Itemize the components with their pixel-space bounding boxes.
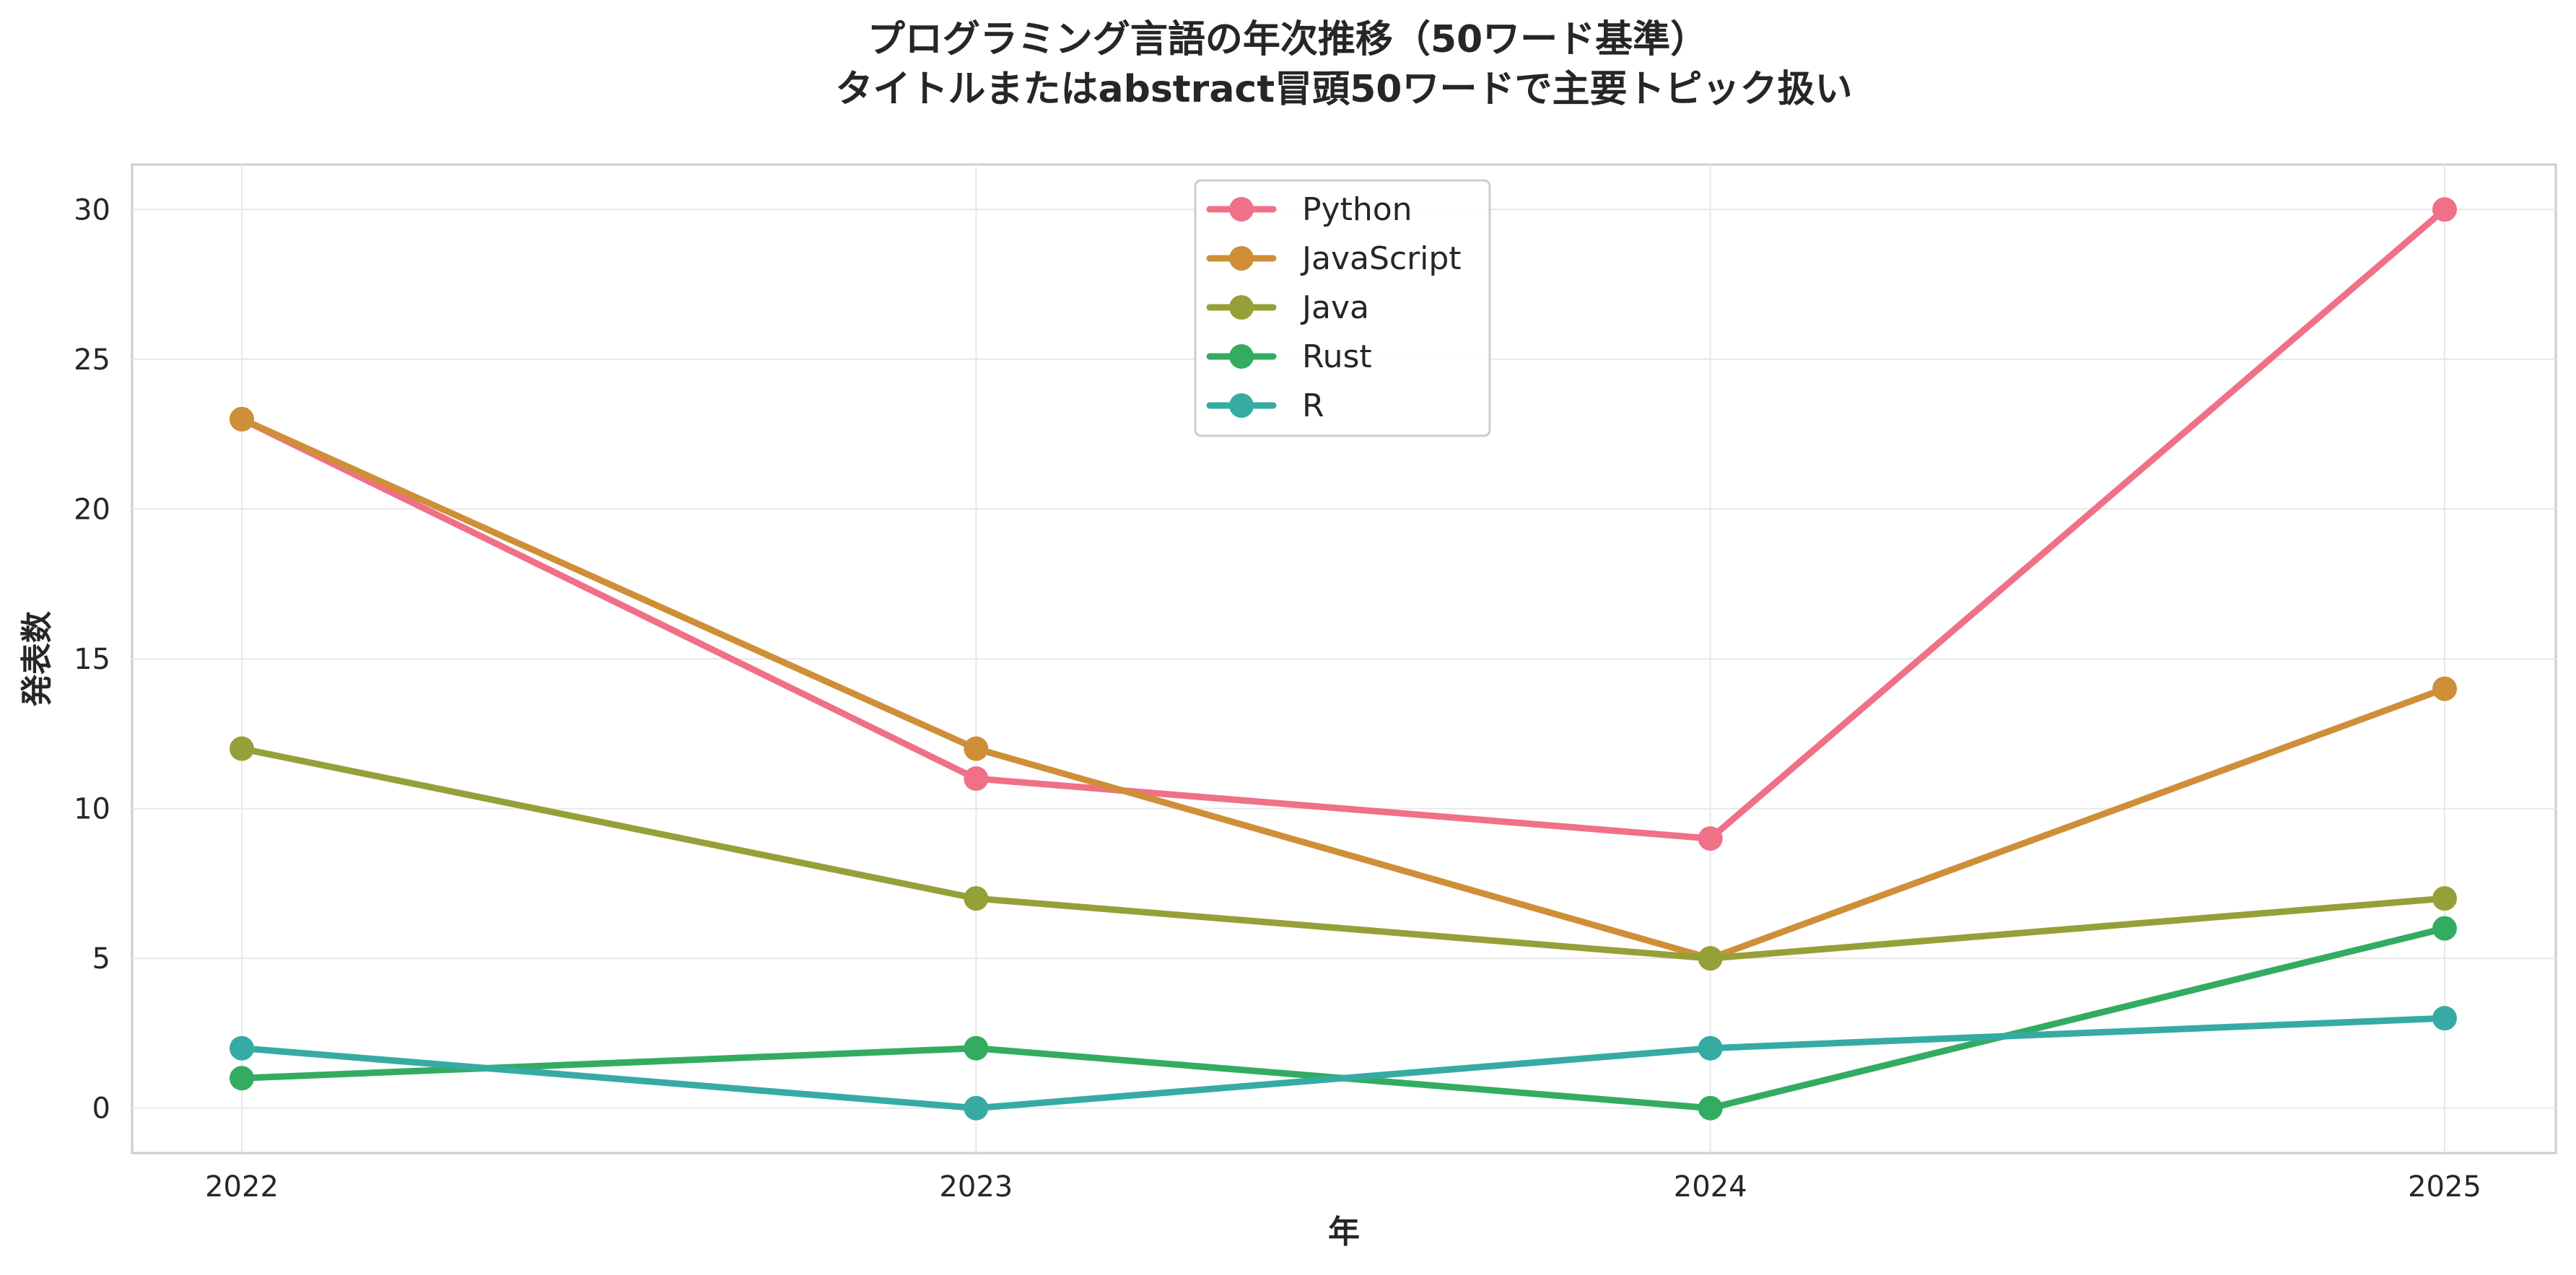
x-tick-label: 2023: [939, 1170, 1013, 1204]
legend-item: Rust: [1206, 338, 1372, 375]
data-point: [964, 766, 989, 792]
data-point: [964, 736, 989, 761]
y-tick-label: 25: [74, 343, 110, 377]
data-point: [964, 886, 989, 911]
chart-title-line-1: プログラミング言語の年次推移（50ワード基準）: [868, 18, 1708, 61]
legend-label: Rust: [1302, 338, 1372, 375]
data-point: [230, 1066, 254, 1091]
x-tick-label: 2025: [2408, 1170, 2481, 1204]
legend-label: Java: [1300, 289, 1369, 326]
chart-title: プログラミング言語の年次推移（50ワード基準） タイトルまたはabstract冒…: [836, 18, 1853, 111]
x-axis-label: 年: [1328, 1214, 1360, 1250]
legend-swatch-marker: [1229, 344, 1254, 369]
legend-swatch-marker: [1229, 393, 1254, 418]
y-tick-label: 10: [74, 793, 110, 826]
y-axis-ticks: 0 5 10 15 20 25 30: [74, 193, 110, 1125]
y-tick-label: 20: [74, 493, 110, 526]
x-tick-label: 2024: [1674, 1170, 1747, 1204]
legend-label: Python: [1302, 191, 1413, 228]
series-line: [238, 206, 2448, 842]
y-tick-label: 30: [74, 193, 110, 227]
y-tick-label: 0: [92, 1092, 110, 1126]
data-point: [1698, 946, 1723, 971]
data-point: [1698, 826, 1723, 851]
series-line: [238, 745, 2448, 962]
y-tick-label: 15: [74, 643, 110, 676]
data-point: [1698, 1035, 1723, 1061]
legend-item: JavaScript: [1206, 240, 1462, 277]
series-java: [230, 736, 2457, 971]
series-line: [238, 416, 2448, 962]
chart-title-line-2: タイトルまたはabstract冒頭50ワードで主要トピック扱い: [836, 68, 1853, 111]
data-point: [2432, 676, 2457, 701]
data-point: [2432, 1006, 2457, 1031]
data-point: [230, 406, 254, 431]
data-point: [964, 1095, 989, 1121]
legend-swatch-marker: [1229, 295, 1254, 320]
data-point: [230, 736, 254, 761]
legend-label: R: [1302, 387, 1324, 424]
legend-item: Python: [1206, 191, 1413, 228]
series-r: [230, 1006, 2457, 1121]
legend-item: R: [1206, 387, 1324, 424]
legend-item: Java: [1206, 289, 1369, 326]
data-point: [964, 1035, 989, 1061]
x-axis-ticks: 2022 2023 2024 2025: [205, 1170, 2481, 1204]
series-layer: [230, 197, 2457, 1121]
legend: Python JavaScript Java Rust R: [1194, 179, 1491, 437]
data-point: [2432, 197, 2457, 222]
legend-label: JavaScript: [1300, 240, 1462, 277]
legend-swatch-marker: [1229, 246, 1254, 271]
data-point: [2432, 916, 2457, 941]
legend-swatch-marker: [1229, 197, 1254, 222]
x-tick-label: 2022: [205, 1170, 279, 1204]
data-point: [230, 1035, 254, 1061]
data-point: [1698, 1095, 1723, 1121]
series-line: [238, 1015, 2448, 1112]
legend-items: Python JavaScript Java Rust R: [1206, 191, 1462, 424]
legend-box: [1194, 179, 1491, 437]
y-tick-label: 5: [92, 942, 110, 976]
y-axis-label: 発表数: [19, 611, 56, 707]
data-point: [2432, 886, 2457, 911]
